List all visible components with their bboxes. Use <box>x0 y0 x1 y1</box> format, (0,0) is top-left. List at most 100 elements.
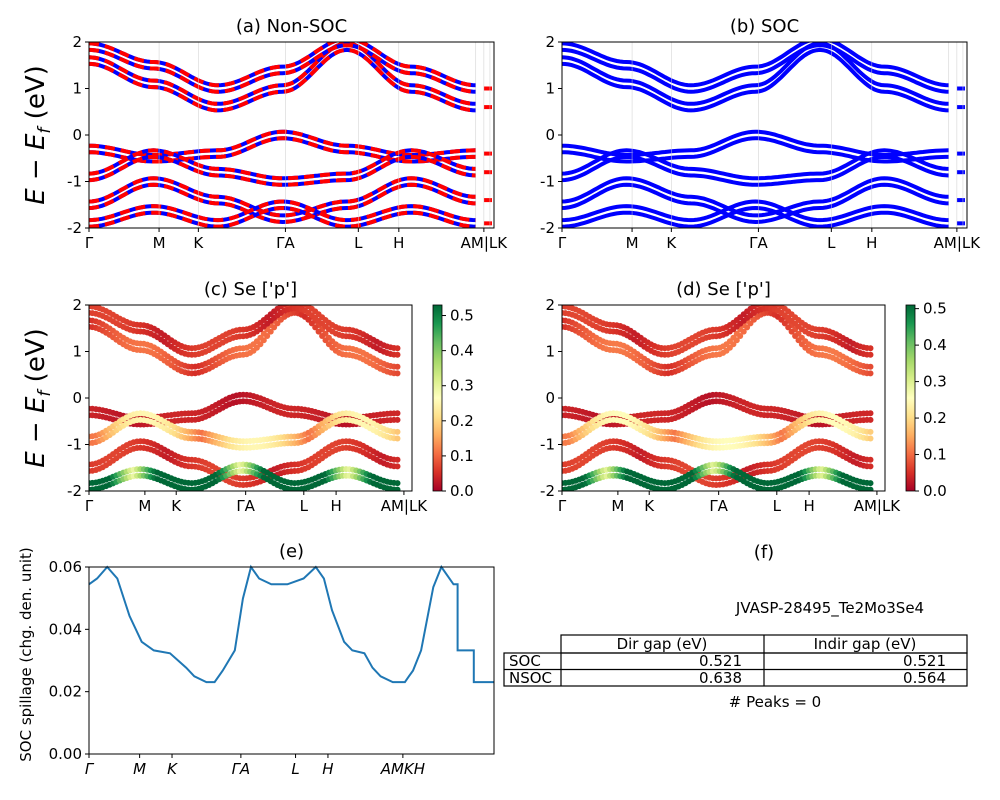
projected-point <box>867 435 874 442</box>
x-tick-label: H <box>330 497 341 515</box>
projected-point <box>740 328 747 335</box>
y-tick-label: 2 <box>545 33 555 51</box>
band-series-5-nsoc <box>89 199 476 223</box>
projected-point <box>394 410 401 417</box>
table-row-nsoc-indir: 0.564 <box>903 669 946 687</box>
y-tick-label: 1 <box>545 80 555 98</box>
x-tick-label: M <box>138 497 151 515</box>
y-tick-label: 0.02 <box>49 683 82 701</box>
table-row-nsoc-dir: 0.638 <box>699 669 742 687</box>
band-series-4 <box>562 182 949 225</box>
band-series-3-nsoc <box>89 154 476 187</box>
band-series-3-nsoc <box>89 148 476 181</box>
band-series-3 <box>562 148 949 181</box>
x-tick-label: Γ <box>85 760 95 778</box>
y-tick-label: -1 <box>540 173 555 191</box>
panel-title: (d) Se ['p'] <box>676 279 771 300</box>
table-row-soc-indir: 0.521 <box>903 652 946 670</box>
x-tick-label: AMKH <box>380 760 425 778</box>
y-tick-label: -2 <box>67 482 82 500</box>
projected-point <box>257 341 264 348</box>
panel-title: (a) Non-SOC <box>236 16 347 37</box>
projected-point <box>260 337 267 344</box>
y-tick-label: 0 <box>72 389 82 407</box>
projected-point <box>264 333 271 339</box>
projected-point <box>867 463 874 470</box>
panel-c-se-p-projection: (c) Se ['p'] -2 -1 0 1 2 Γ M K ΓA L H AM|LK 0.0 0.1 0.2… <box>67 279 474 515</box>
projected-point <box>867 416 874 423</box>
projected-point <box>308 320 315 327</box>
y-tick-label: 0.04 <box>49 620 82 638</box>
x-tick-label: K <box>171 497 182 515</box>
panel-b-soc: (b) SOC -2 -1 0 1 2 Γ M K ΓA L H AM|LK <box>540 16 981 252</box>
projected-point <box>867 370 874 377</box>
x-tick-label: AM|LK <box>381 497 429 515</box>
y-tick-label: 1 <box>72 343 82 361</box>
table-header-indir-gap: Indir gap (eV) <box>814 635 917 653</box>
projected-point <box>867 480 874 487</box>
y-tick-label: -2 <box>540 219 555 237</box>
band-series-1-nsoc <box>89 43 476 94</box>
band-series-5 <box>562 205 949 228</box>
colorbar-tick-label: 0.2 <box>923 409 947 427</box>
x-tick-label: AM|LK <box>854 497 902 515</box>
plot-frame <box>88 566 495 755</box>
y-tick-label: 0.06 <box>49 558 82 576</box>
x-tick-label: ΓA <box>709 497 728 515</box>
projected-point <box>271 324 278 331</box>
band-series-0 <box>562 47 949 113</box>
y-tick-label: 0 <box>545 389 555 407</box>
band-series-4-nsoc <box>89 182 476 225</box>
x-tick-label: L <box>354 234 363 252</box>
x-tick-label: L <box>773 497 782 515</box>
band-ylabel-top: E − Ef (eV) <box>21 65 55 205</box>
x-tick-label: Γ <box>85 497 94 515</box>
spillage-line <box>88 564 494 684</box>
x-tick-label: K <box>644 497 655 515</box>
band-series-5 <box>562 199 949 223</box>
figure-title: JVASP-28495_Te2Mo3Se4 <box>735 599 924 618</box>
band-series-1 <box>562 43 949 94</box>
colorbar-tick-label: 0.3 <box>450 377 474 395</box>
projected-point <box>394 345 401 352</box>
panel-f-title: (f) <box>754 542 774 563</box>
projected-point <box>788 328 795 335</box>
projected-point <box>737 333 744 339</box>
x-tick-label: Γ <box>558 497 567 515</box>
projected-point <box>867 363 874 370</box>
colorbar <box>432 304 443 492</box>
x-tick-label: Γ <box>558 234 567 252</box>
panel-title: (b) SOC <box>730 16 799 37</box>
projected-point <box>394 463 401 470</box>
band-series-1-nsoc <box>89 42 476 88</box>
y-tick-label: 0 <box>545 126 555 144</box>
projected-point <box>322 337 329 344</box>
y-tick-label: 2 <box>545 296 555 314</box>
x-tick-label: K <box>167 760 178 778</box>
x-tick-label: M <box>153 234 166 252</box>
x-tick-label: M <box>611 497 624 515</box>
colorbar-tick-label: 0.1 <box>923 446 947 464</box>
y-tick-label: 2 <box>72 296 82 314</box>
y-tick-label: 2 <box>72 33 82 51</box>
x-tick-label: H <box>322 760 333 778</box>
x-tick-label: ΓA <box>232 760 251 778</box>
projected-point <box>792 333 799 339</box>
projected-point <box>730 341 737 348</box>
band-series-4 <box>562 176 949 218</box>
projected-point <box>394 428 401 435</box>
projected-point <box>281 305 288 308</box>
projected-points <box>89 305 401 491</box>
band-lines <box>562 42 965 228</box>
projected-point <box>394 416 401 423</box>
projected-point <box>754 305 761 308</box>
colorbar-tick-label: 0.0 <box>923 482 947 500</box>
x-tick-label: H <box>803 497 814 515</box>
table-row-soc-label: SOC <box>509 652 541 670</box>
projected-point <box>867 410 874 417</box>
projected-point <box>394 480 401 487</box>
x-tick-label: ΓA <box>276 234 295 252</box>
y-tick-label: 1 <box>545 343 555 361</box>
colorbar-tick-label: 0.4 <box>923 336 947 354</box>
